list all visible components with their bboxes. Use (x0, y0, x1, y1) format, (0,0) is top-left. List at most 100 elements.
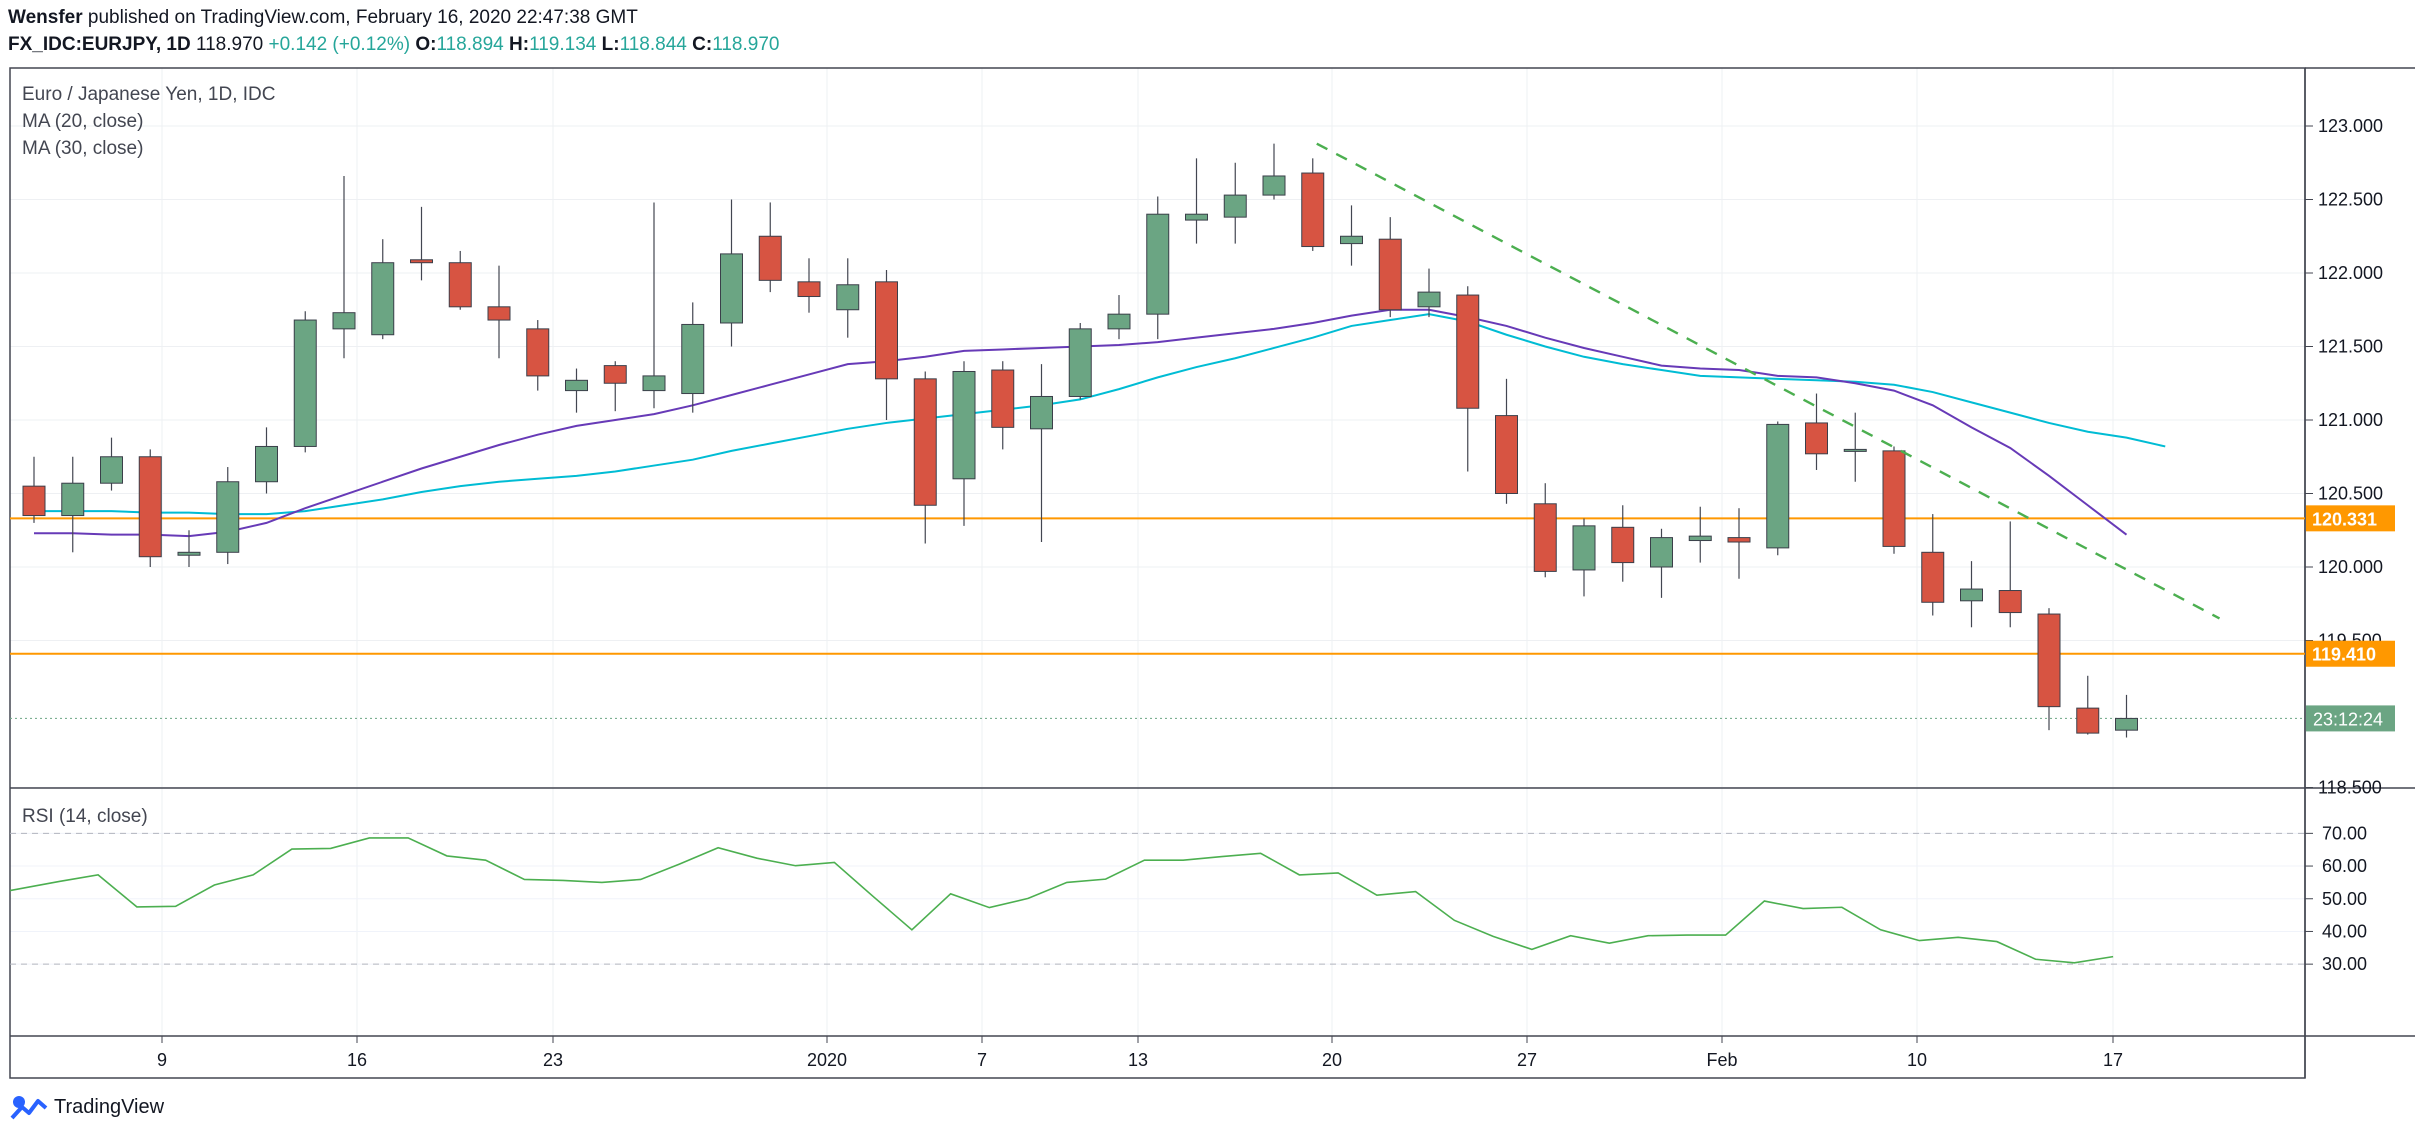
candle[interactable] (371, 239, 395, 340)
time-tick-label: 2020 (807, 1050, 847, 1070)
candle[interactable] (565, 368, 588, 413)
time-tick-label: Feb (1706, 1050, 1737, 1070)
candle-body-up (836, 284, 860, 311)
candle-body-up (1262, 175, 1286, 196)
candle[interactable] (1960, 561, 1983, 628)
candle-body-down (875, 281, 898, 380)
close-label: C: (692, 34, 713, 55)
candle[interactable] (1805, 393, 1828, 470)
candle[interactable] (1146, 196, 1170, 340)
level-price-label: 120.331 (2312, 509, 2377, 529)
candle[interactable] (332, 175, 356, 359)
candle[interactable] (720, 199, 743, 347)
horizontal-levels[interactable] (10, 517, 2305, 719)
candle-body-up (1068, 328, 1092, 397)
candle[interactable] (2115, 694, 2138, 738)
candle[interactable] (1727, 508, 1751, 579)
candle[interactable] (1882, 446, 1906, 554)
candle[interactable] (410, 206, 433, 281)
candle[interactable] (1495, 378, 1518, 504)
candle[interactable] (22, 456, 46, 523)
candle[interactable] (1301, 158, 1325, 251)
low-label: L: (601, 34, 620, 55)
candle[interactable] (1998, 521, 2022, 628)
rsi-tick-label: 50.00 (2322, 889, 2367, 909)
candle-body-up (952, 370, 976, 480)
candle[interactable] (1378, 217, 1402, 318)
price-axis[interactable]: 123.000 122.500 122.000 121.500 121.000 120.5… (2305, 116, 2395, 974)
candle[interactable] (1456, 286, 1480, 472)
time-axis[interactable]: 9 16 23 2020 7 13 20 27 Feb 10 17 (157, 1036, 2123, 1070)
high-label: H: (509, 34, 530, 55)
candle[interactable] (1417, 268, 1441, 318)
candle[interactable] (681, 302, 705, 413)
candle[interactable] (1185, 158, 1208, 244)
candle[interactable] (61, 456, 85, 553)
candle[interactable] (1921, 514, 1945, 616)
price-tick-label: 123.000 (2318, 116, 2383, 136)
candle-body-up (565, 379, 588, 392)
rsi-line (9, 837, 2114, 964)
candle-body-down (797, 281, 821, 298)
candle[interactable] (991, 361, 1015, 450)
candle[interactable] (2037, 608, 2061, 731)
candle[interactable] (138, 449, 162, 567)
candle-body-down (22, 485, 46, 517)
candle[interactable] (100, 437, 123, 491)
time-tick-label: 17 (2103, 1050, 2123, 1070)
price-tick-label: 121.500 (2318, 337, 2383, 357)
rsi-pane (9, 832, 2305, 965)
candle[interactable] (487, 265, 511, 359)
trendline[interactable] (1316, 142, 2221, 620)
candle[interactable] (1572, 518, 1596, 597)
candle[interactable] (255, 427, 278, 494)
candle[interactable] (758, 202, 782, 293)
candle[interactable] (913, 371, 937, 544)
candle[interactable] (1262, 143, 1286, 200)
candle-body-up (1766, 423, 1790, 549)
price-tick-label: 121.000 (2318, 410, 2383, 430)
candle[interactable] (1107, 295, 1131, 340)
footer-brand[interactable]: TradingView (10, 1094, 164, 1120)
time-tick-label: 23 (543, 1050, 563, 1070)
candle[interactable] (216, 467, 240, 565)
candle[interactable] (177, 530, 201, 567)
candle[interactable] (2076, 675, 2100, 735)
low-value: 118.844 (619, 34, 687, 55)
candle[interactable] (797, 258, 821, 313)
candle[interactable] (1068, 322, 1092, 400)
legend-ma30: MA (30, close) (22, 138, 143, 159)
candle[interactable] (836, 258, 860, 338)
chart-header: Wensfer published on TradingView.com, Fe… (8, 4, 779, 58)
candle-body-up (1223, 194, 1247, 218)
candle[interactable] (526, 320, 550, 391)
close-value: 118.970 (712, 34, 780, 55)
symbol-label[interactable]: FX_IDC:EURJPY, 1D (8, 34, 191, 55)
candle[interactable] (1650, 528, 1673, 598)
footer-brand-label: TradingView (54, 1095, 165, 1118)
downtrend-line (1316, 142, 2221, 620)
level-price-badge (2306, 505, 2395, 532)
candle[interactable] (875, 270, 898, 420)
candle[interactable] (448, 250, 472, 310)
candle[interactable] (952, 361, 976, 526)
candle-body-down (526, 328, 550, 377)
candle-body-up (1185, 213, 1208, 221)
candle[interactable] (642, 202, 666, 409)
author-name[interactable]: Wensfer (8, 7, 83, 28)
rsi-tick-label: 30.00 (2322, 954, 2367, 974)
candle[interactable] (293, 311, 317, 453)
candle[interactable] (1340, 205, 1363, 266)
candle[interactable] (603, 361, 627, 412)
candle[interactable] (1533, 483, 1557, 578)
candles[interactable] (22, 143, 2138, 738)
candle[interactable] (1843, 412, 1867, 482)
candle[interactable] (1223, 162, 1247, 244)
candle-body-up (1030, 395, 1053, 430)
candle[interactable] (1766, 421, 1790, 556)
ma30-line (34, 313, 2166, 516)
candle[interactable] (1688, 506, 1712, 563)
candle[interactable] (1611, 505, 1635, 582)
candle[interactable] (1030, 364, 1053, 543)
